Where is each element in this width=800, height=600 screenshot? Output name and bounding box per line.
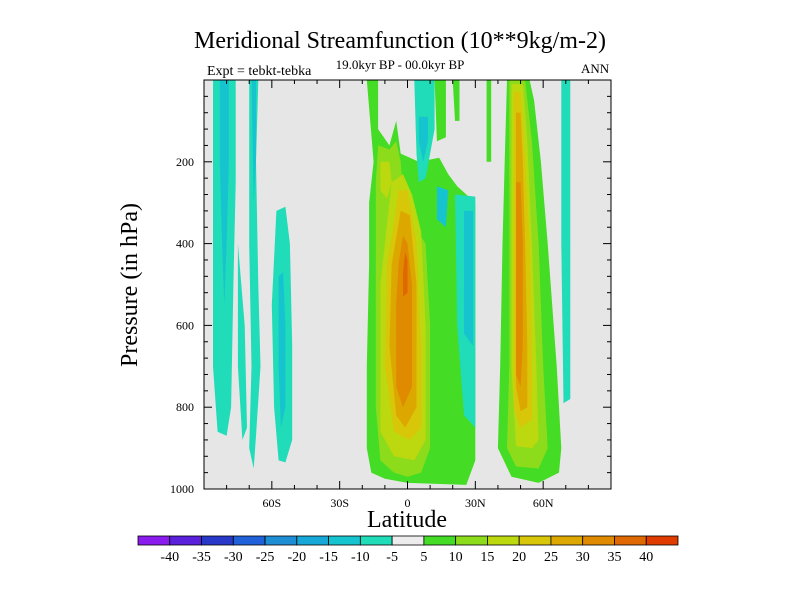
colorbar-swatch: [518, 535, 552, 546]
contour-region-3: [249, 80, 261, 469]
y-axis-title: Pressure (in hPa): [117, 203, 143, 367]
colorbar-label: 40: [639, 550, 653, 565]
contour-region-24: [403, 251, 408, 297]
colorbar-swatch: [137, 535, 171, 546]
contour-region-16: [486, 80, 492, 162]
colorbar-swatch: [487, 535, 520, 546]
season-label: ANN: [581, 61, 610, 76]
colorbar-swatch: [359, 535, 393, 546]
colorbar-label: 35: [607, 550, 621, 565]
colorbar-swatch: [550, 535, 584, 546]
contour-region-12: [436, 186, 449, 228]
axis-ticks: 60S 30S 0 30N 60N 200 400 600 800 1000: [170, 80, 611, 510]
colorbar-label: -15: [319, 550, 338, 565]
contour-region-19: [380, 161, 392, 199]
colorbar-swatch: [645, 535, 679, 546]
colorbar-label: 30: [576, 550, 590, 565]
colorbar-label: -40: [160, 550, 179, 565]
y-tick-label: 400: [176, 237, 194, 251]
contour-region-14: [452, 80, 460, 121]
y-tick-label: 600: [176, 318, 194, 332]
contour-region-29: [516, 182, 523, 387]
contour-region-4: [251, 80, 256, 203]
colorbar-swatch: [328, 535, 361, 546]
colorbar-label: -5: [386, 550, 398, 565]
x-tick-label: 0: [405, 496, 411, 510]
colorbar-label: -30: [224, 550, 243, 565]
contour-region-23: [396, 235, 412, 408]
colorbar: -40 -35 -30 -25 -20 -15 -10 -5 5 10 15 20 25 30 35 40: [137, 535, 679, 565]
chart-subtitle: 19.0kyr BP - 00.0kyr BP: [335, 57, 465, 72]
colorbar-label: -10: [351, 550, 370, 565]
contour-region-1: [219, 80, 229, 305]
contour-region-13: [434, 80, 446, 142]
chart-title: Meridional Streamfunction (10**9kg/m-2): [194, 28, 606, 54]
x-tick-label: 60N: [533, 496, 554, 510]
colorbar-swatch: [614, 535, 647, 546]
colorbar-label: -20: [287, 550, 306, 565]
colorbar-swatch: [201, 535, 234, 546]
colorbar-swatch: [232, 535, 266, 546]
contour-regions: [213, 80, 571, 485]
colorbar-label: -35: [192, 550, 211, 565]
colorbar-label: 25: [544, 550, 558, 565]
colorbar-swatch: [296, 535, 329, 546]
contour-region-9: [418, 116, 428, 162]
y-tick-label: 800: [176, 400, 194, 414]
colorbar-label: -25: [256, 550, 275, 565]
colorbar-label: 10: [449, 550, 463, 565]
contour-region-2: [237, 243, 247, 440]
x-tick-label: 30N: [465, 496, 486, 510]
colorbar-swatch: [264, 535, 298, 546]
x-tick-label: 60S: [262, 496, 281, 510]
colorbar-label: 5: [420, 550, 427, 565]
x-axis-title: Latitude: [367, 507, 447, 533]
colorbar-label: 15: [480, 550, 494, 565]
y-tick-label: 1000: [170, 482, 194, 496]
contour-region-11: [464, 210, 474, 346]
colorbar-swatch: [169, 535, 202, 546]
colorbar-swatch: [391, 535, 425, 546]
y-tick-label: 200: [176, 155, 194, 169]
colorbar-swatch: [582, 535, 615, 546]
contour-region-17: [561, 80, 571, 404]
colorbar-swatch: [423, 535, 457, 546]
contour-region-6: [278, 272, 286, 428]
colorbar-label: 20: [512, 550, 526, 565]
colorbar-swatch: [455, 535, 488, 546]
x-tick-label: 30S: [330, 496, 349, 510]
experiment-label: Expt = tebkt-tebka: [207, 64, 312, 79]
